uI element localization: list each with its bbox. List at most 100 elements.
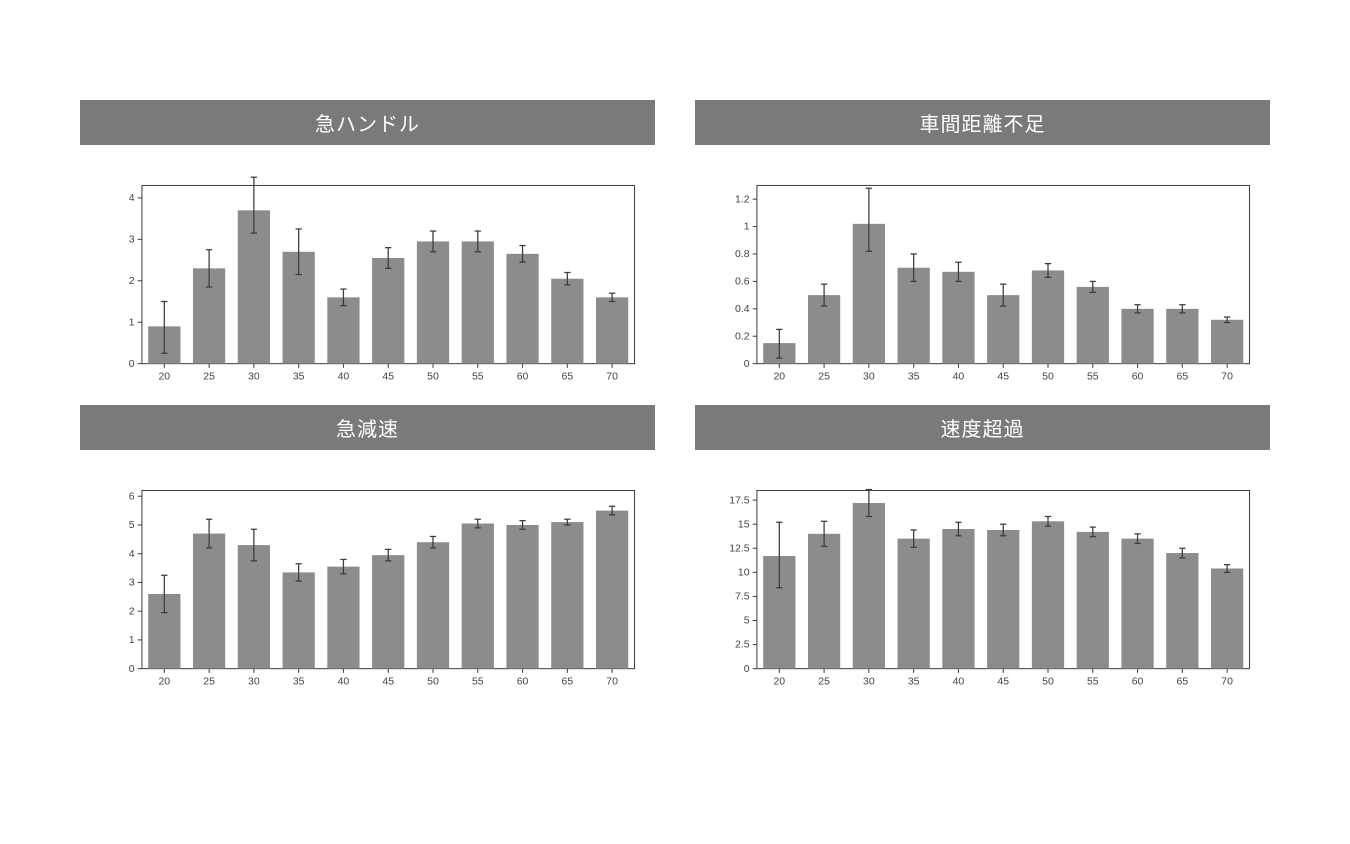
xtick-label: 50 bbox=[427, 371, 439, 382]
xtick-label: 40 bbox=[953, 676, 965, 687]
ytick-label: 1 bbox=[129, 635, 135, 646]
bar bbox=[853, 503, 885, 669]
xtick-label: 55 bbox=[1087, 676, 1099, 687]
bar bbox=[1166, 309, 1198, 364]
xtick-label: 45 bbox=[382, 371, 394, 382]
chart-area: 02.557.51012.51517.520253035404550556065… bbox=[695, 480, 1270, 690]
bar bbox=[1032, 521, 1064, 668]
chart-title: 速度超過 bbox=[695, 405, 1270, 450]
xtick-label: 50 bbox=[427, 676, 439, 687]
ytick-label: 5 bbox=[744, 615, 750, 626]
bar bbox=[1121, 309, 1153, 364]
bar bbox=[417, 542, 449, 668]
bar bbox=[551, 522, 583, 669]
bar bbox=[1077, 287, 1109, 364]
xtick-label: 65 bbox=[562, 676, 574, 687]
bar bbox=[417, 241, 449, 363]
bar-chart-svg: 012342025303540455055606570 bbox=[100, 175, 645, 385]
bar bbox=[1077, 532, 1109, 669]
bar bbox=[898, 538, 930, 668]
xtick-label: 50 bbox=[1042, 676, 1054, 687]
ytick-label: 0.8 bbox=[735, 249, 750, 260]
bar-chart-svg: 02.557.51012.51517.520253035404550556065… bbox=[715, 480, 1260, 690]
bar bbox=[506, 254, 538, 364]
xtick-label: 60 bbox=[517, 371, 529, 382]
xtick-label: 25 bbox=[818, 676, 830, 687]
xtick-label: 45 bbox=[997, 371, 1009, 382]
xtick-label: 60 bbox=[517, 676, 529, 687]
bar bbox=[1166, 553, 1198, 669]
bar bbox=[596, 510, 628, 668]
xtick-label: 60 bbox=[1132, 676, 1144, 687]
bar bbox=[1121, 538, 1153, 668]
xtick-label: 70 bbox=[606, 676, 618, 687]
xtick-label: 35 bbox=[908, 676, 920, 687]
ytick-label: 17.5 bbox=[729, 495, 750, 506]
xtick-label: 70 bbox=[1221, 676, 1233, 687]
xtick-label: 25 bbox=[818, 371, 830, 382]
bar bbox=[327, 566, 359, 668]
bar bbox=[372, 258, 404, 364]
ytick-label: 0 bbox=[744, 359, 750, 370]
chart-title: 車間距離不足 bbox=[695, 100, 1270, 145]
ytick-label: 15 bbox=[738, 519, 750, 530]
bar bbox=[942, 272, 974, 364]
chart-grid: 急ハンドル012342025303540455055606570車間距離不足00… bbox=[0, 0, 1350, 729]
xtick-label: 30 bbox=[863, 676, 875, 687]
ytick-label: 7.5 bbox=[735, 591, 750, 602]
xtick-label: 20 bbox=[158, 371, 170, 382]
ytick-label: 3 bbox=[129, 234, 135, 245]
ytick-label: 0.4 bbox=[735, 304, 750, 315]
bar bbox=[596, 297, 628, 363]
chart-area: 01234562025303540455055606570 bbox=[80, 480, 655, 690]
bar bbox=[327, 297, 359, 363]
xtick-label: 30 bbox=[248, 371, 260, 382]
chart-title: 急ハンドル bbox=[80, 100, 655, 145]
ytick-label: 4 bbox=[129, 548, 135, 559]
bar bbox=[506, 525, 538, 669]
chart-area: 00.20.40.60.811.22025303540455055606570 bbox=[695, 175, 1270, 385]
xtick-label: 50 bbox=[1042, 371, 1054, 382]
bar bbox=[238, 545, 270, 669]
bar bbox=[283, 572, 315, 668]
chart-panel: 急減速01234562025303540455055606570 bbox=[80, 405, 655, 690]
xtick-label: 35 bbox=[908, 371, 920, 382]
xtick-label: 60 bbox=[1132, 371, 1144, 382]
bar bbox=[193, 533, 225, 668]
chart-panel: 急ハンドル012342025303540455055606570 bbox=[80, 100, 655, 385]
xtick-label: 55 bbox=[472, 371, 484, 382]
xtick-label: 20 bbox=[773, 371, 785, 382]
ytick-label: 1.2 bbox=[735, 194, 750, 205]
xtick-label: 40 bbox=[953, 371, 965, 382]
bar bbox=[462, 523, 494, 668]
bar bbox=[987, 530, 1019, 669]
ytick-label: 3 bbox=[129, 577, 135, 588]
xtick-label: 20 bbox=[158, 676, 170, 687]
ytick-label: 0.6 bbox=[735, 277, 750, 288]
bar bbox=[808, 533, 840, 668]
chart-title: 急減速 bbox=[80, 405, 655, 450]
ytick-label: 0 bbox=[744, 663, 750, 674]
bar bbox=[1032, 270, 1064, 363]
chart-area: 012342025303540455055606570 bbox=[80, 175, 655, 385]
xtick-label: 40 bbox=[338, 676, 350, 687]
ytick-label: 2 bbox=[129, 276, 135, 287]
xtick-label: 65 bbox=[562, 371, 574, 382]
xtick-label: 45 bbox=[382, 676, 394, 687]
bar bbox=[551, 279, 583, 364]
chart-panel: 車間距離不足00.20.40.60.811.220253035404550556… bbox=[695, 100, 1270, 385]
xtick-label: 55 bbox=[472, 676, 484, 687]
ytick-label: 0 bbox=[129, 663, 135, 674]
xtick-label: 45 bbox=[997, 676, 1009, 687]
bar bbox=[898, 268, 930, 364]
bar-chart-svg: 01234562025303540455055606570 bbox=[100, 480, 645, 690]
ytick-label: 2 bbox=[129, 606, 135, 617]
ytick-label: 2.5 bbox=[735, 639, 750, 650]
bar bbox=[942, 529, 974, 669]
xtick-label: 25 bbox=[203, 676, 215, 687]
chart-panel: 速度超過02.557.51012.51517.52025303540455055… bbox=[695, 405, 1270, 690]
bar-chart-svg: 00.20.40.60.811.22025303540455055606570 bbox=[715, 175, 1260, 385]
ytick-label: 10 bbox=[738, 567, 750, 578]
bar bbox=[1211, 320, 1243, 364]
ytick-label: 12.5 bbox=[729, 543, 750, 554]
